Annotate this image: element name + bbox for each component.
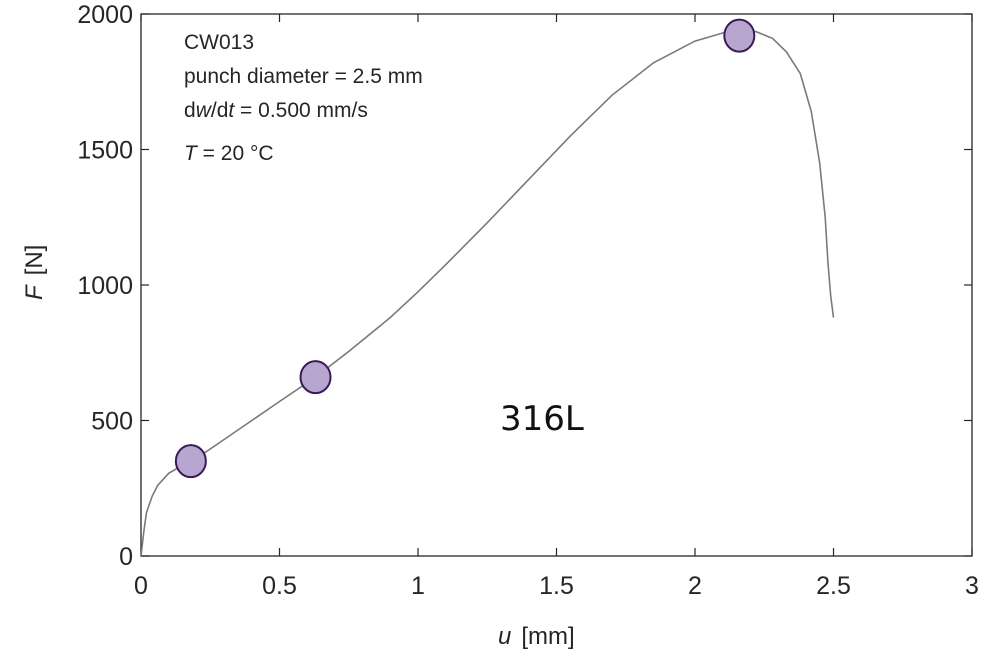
material-label: 316L bbox=[500, 399, 584, 439]
force-displacement-curve bbox=[140, 29, 835, 557]
annotation-temperature: T = 20 °C bbox=[184, 142, 274, 165]
y-axis-ticks: 0 500 1000 1500 2000 bbox=[77, 1, 972, 571]
annotation-temperature-value: = 20 °C bbox=[197, 142, 274, 165]
data-marker bbox=[174, 444, 207, 479]
annotation-rate-slash: /d bbox=[211, 99, 229, 122]
x-axis-unit: [mm] bbox=[521, 623, 574, 650]
y-axis-unit: [N] bbox=[21, 245, 48, 276]
plot-area: 0 0.5 1 1.5 2 2.5 3 0 500 1000 1500 2000 bbox=[77, 1, 979, 600]
x-tick-label: 1 bbox=[411, 572, 425, 600]
annotation-rate-t: t bbox=[228, 99, 235, 122]
x-tick-label: 2 bbox=[688, 572, 702, 600]
data-marker bbox=[723, 18, 756, 53]
annotation-rate-w: w bbox=[196, 99, 213, 122]
x-tick-label: 0 bbox=[134, 572, 148, 600]
y-tick-label: 500 bbox=[91, 408, 133, 436]
y-tick-label: 2000 bbox=[77, 1, 133, 29]
x-tick-label: 3 bbox=[965, 572, 979, 600]
y-axis-label: F [N] bbox=[21, 245, 48, 300]
markers bbox=[174, 18, 756, 479]
annotation-rate: dw/dt = 0.500 mm/s bbox=[184, 99, 368, 122]
annotation-rate-value: = 0.500 mm/s bbox=[234, 99, 368, 122]
annotation-rate-d: d bbox=[184, 99, 196, 122]
axes-box bbox=[140, 13, 973, 557]
x-axis-variable: u bbox=[498, 623, 511, 650]
data-marker bbox=[299, 360, 332, 395]
y-axis-variable: F bbox=[21, 284, 48, 300]
x-tick-label: 0.5 bbox=[262, 572, 297, 600]
x-axis-ticks: 0 0.5 1 1.5 2 2.5 3 bbox=[134, 14, 979, 600]
x-tick-label: 1.5 bbox=[539, 572, 574, 600]
y-tick-label: 0 bbox=[119, 543, 133, 571]
y-tick-label: 1000 bbox=[77, 272, 133, 300]
annotation-punch-diameter: punch diameter = 2.5 mm bbox=[184, 65, 423, 88]
x-axis-label: u [mm] bbox=[498, 623, 575, 650]
y-tick-label: 1500 bbox=[77, 137, 133, 165]
annotation-temperature-symbol: T bbox=[184, 142, 199, 165]
annotation-specimen: CW013 bbox=[184, 31, 254, 54]
x-tick-label: 2.5 bbox=[816, 572, 851, 600]
